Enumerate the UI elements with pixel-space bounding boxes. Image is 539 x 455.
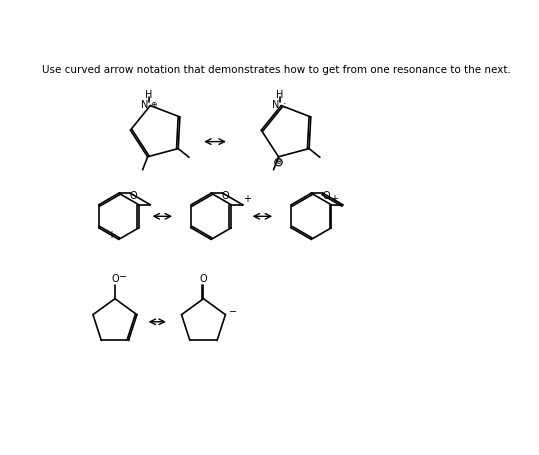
Text: −: − (119, 272, 127, 282)
Text: +: + (330, 194, 337, 204)
Text: O: O (199, 274, 208, 284)
Text: ⊕: ⊕ (150, 100, 156, 109)
Text: +: + (107, 230, 115, 240)
Text: +: + (243, 194, 251, 204)
Text: O: O (222, 191, 230, 201)
Text: ⊕: ⊕ (275, 159, 281, 165)
Text: Use curved arrow notation that demonstrates how to get from one resonance to the: Use curved arrow notation that demonstra… (42, 65, 510, 75)
Text: O: O (129, 191, 137, 201)
Text: H: H (276, 90, 284, 100)
Text: :: : (283, 100, 287, 110)
Text: −: − (229, 307, 237, 317)
Text: O: O (111, 274, 119, 284)
Text: H: H (145, 90, 153, 100)
Text: N: N (272, 100, 279, 110)
Text: O: O (322, 191, 330, 201)
Text: N: N (141, 100, 148, 110)
